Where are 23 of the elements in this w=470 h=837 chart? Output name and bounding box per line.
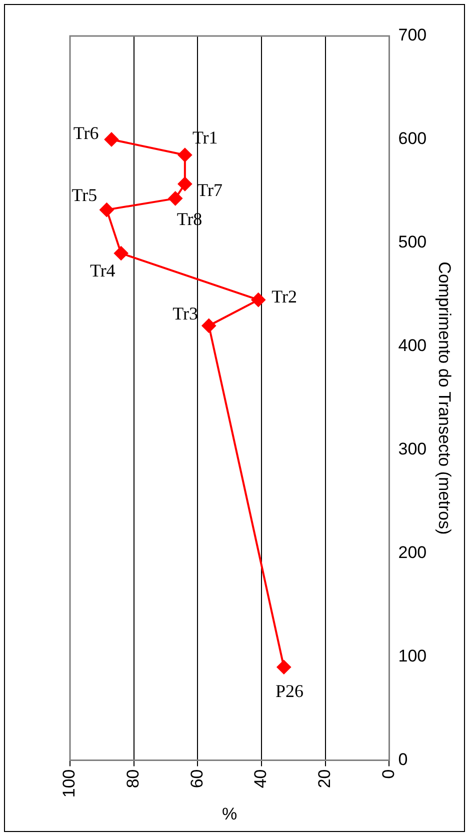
- annotation: P26: [275, 681, 304, 702]
- annotation: Tr4: [90, 260, 116, 280]
- y-tick-label: 600: [398, 129, 427, 148]
- y-tick-label: 300: [398, 440, 427, 459]
- x-tick-label: 80: [124, 769, 143, 788]
- y-tick-label: 700: [398, 26, 427, 45]
- x-axis-title: %: [222, 804, 238, 824]
- annotation: Tr5: [72, 185, 98, 206]
- x-tick-label: 40: [251, 769, 270, 788]
- y-tick-label: 100: [398, 646, 427, 666]
- x-tick-label: 60: [187, 769, 206, 788]
- y-tick-label: 400: [398, 336, 427, 356]
- annotation: Tr3: [172, 303, 198, 324]
- y-tick-label: 200: [398, 543, 427, 562]
- x-tick-label: 100: [60, 769, 79, 798]
- y-tick-label: 0: [398, 750, 408, 769]
- annotation: Tr6: [73, 122, 99, 143]
- annotation: Tr7: [197, 180, 223, 200]
- x-tick-label: 0: [378, 769, 398, 779]
- x-tick-label: 20: [315, 769, 334, 788]
- y-axis-title: Comprimento do Transecto (metros): [435, 262, 454, 535]
- y-tick-label: 500: [398, 232, 427, 252]
- annotation: Tr2: [272, 286, 297, 307]
